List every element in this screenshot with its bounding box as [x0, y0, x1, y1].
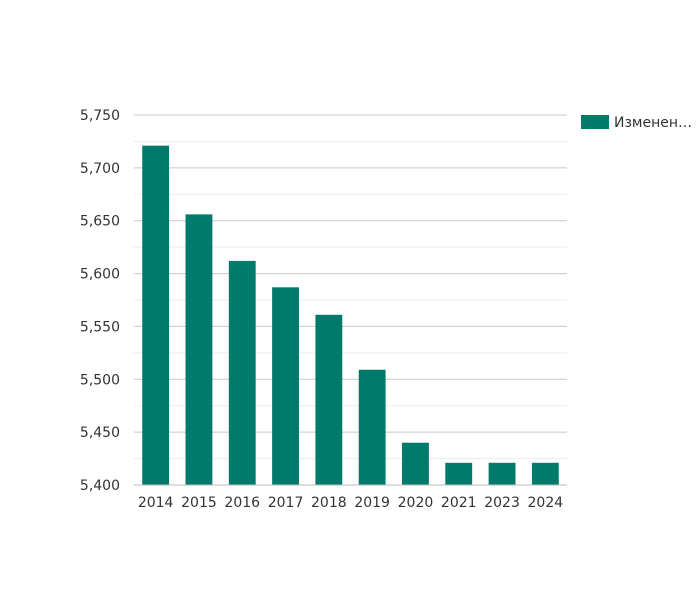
- legend-label-series-1: Изменен…: [614, 115, 692, 131]
- bar-2023[interactable]: [488, 462, 516, 485]
- y-tick-label: 5,500: [80, 372, 120, 388]
- y-tick-label: 5,600: [80, 267, 120, 283]
- y-tick-label: 5,550: [80, 319, 120, 335]
- bar-2020[interactable]: [402, 442, 429, 485]
- y-tick-label: 5,750: [80, 108, 120, 124]
- y-axis-tick-labels: 5,400 5,450 5,500 5,550 5,600 5,650 5,700 5,750: [80, 108, 120, 494]
- bar-2021[interactable]: [445, 462, 473, 485]
- x-tick-label: 2024: [528, 495, 564, 511]
- bars: [142, 145, 559, 485]
- bar-2014[interactable]: [142, 145, 170, 485]
- bar-2017[interactable]: [272, 287, 299, 485]
- bar-2019[interactable]: [358, 369, 386, 485]
- x-axis-tick-labels: 2014 2015 2016 2017 2018 2019 2020 2021 2023 2024: [138, 495, 563, 511]
- bar-2015[interactable]: [185, 214, 213, 485]
- y-tick-label: 5,700: [80, 161, 120, 177]
- bar-2024[interactable]: [531, 462, 559, 485]
- y-tick-label: 5,400: [80, 478, 120, 494]
- x-tick-label: 2016: [224, 495, 260, 511]
- legend[interactable]: Изменен…: [581, 115, 692, 131]
- bar-2016[interactable]: [228, 260, 256, 485]
- y-tick-label: 5,450: [80, 425, 120, 441]
- x-tick-label: 2015: [181, 495, 217, 511]
- y-tick-label: 5,650: [80, 214, 120, 230]
- x-tick-label: 2014: [138, 495, 174, 511]
- x-tick-label: 2019: [354, 495, 390, 511]
- legend-swatch: [581, 115, 609, 129]
- x-tick-label: 2021: [441, 495, 477, 511]
- x-tick-label: 2017: [268, 495, 304, 511]
- x-tick-label: 2018: [311, 495, 347, 511]
- x-tick-label: 2023: [484, 495, 520, 511]
- x-tick-label: 2020: [398, 495, 434, 511]
- bar-2018[interactable]: [315, 314, 343, 485]
